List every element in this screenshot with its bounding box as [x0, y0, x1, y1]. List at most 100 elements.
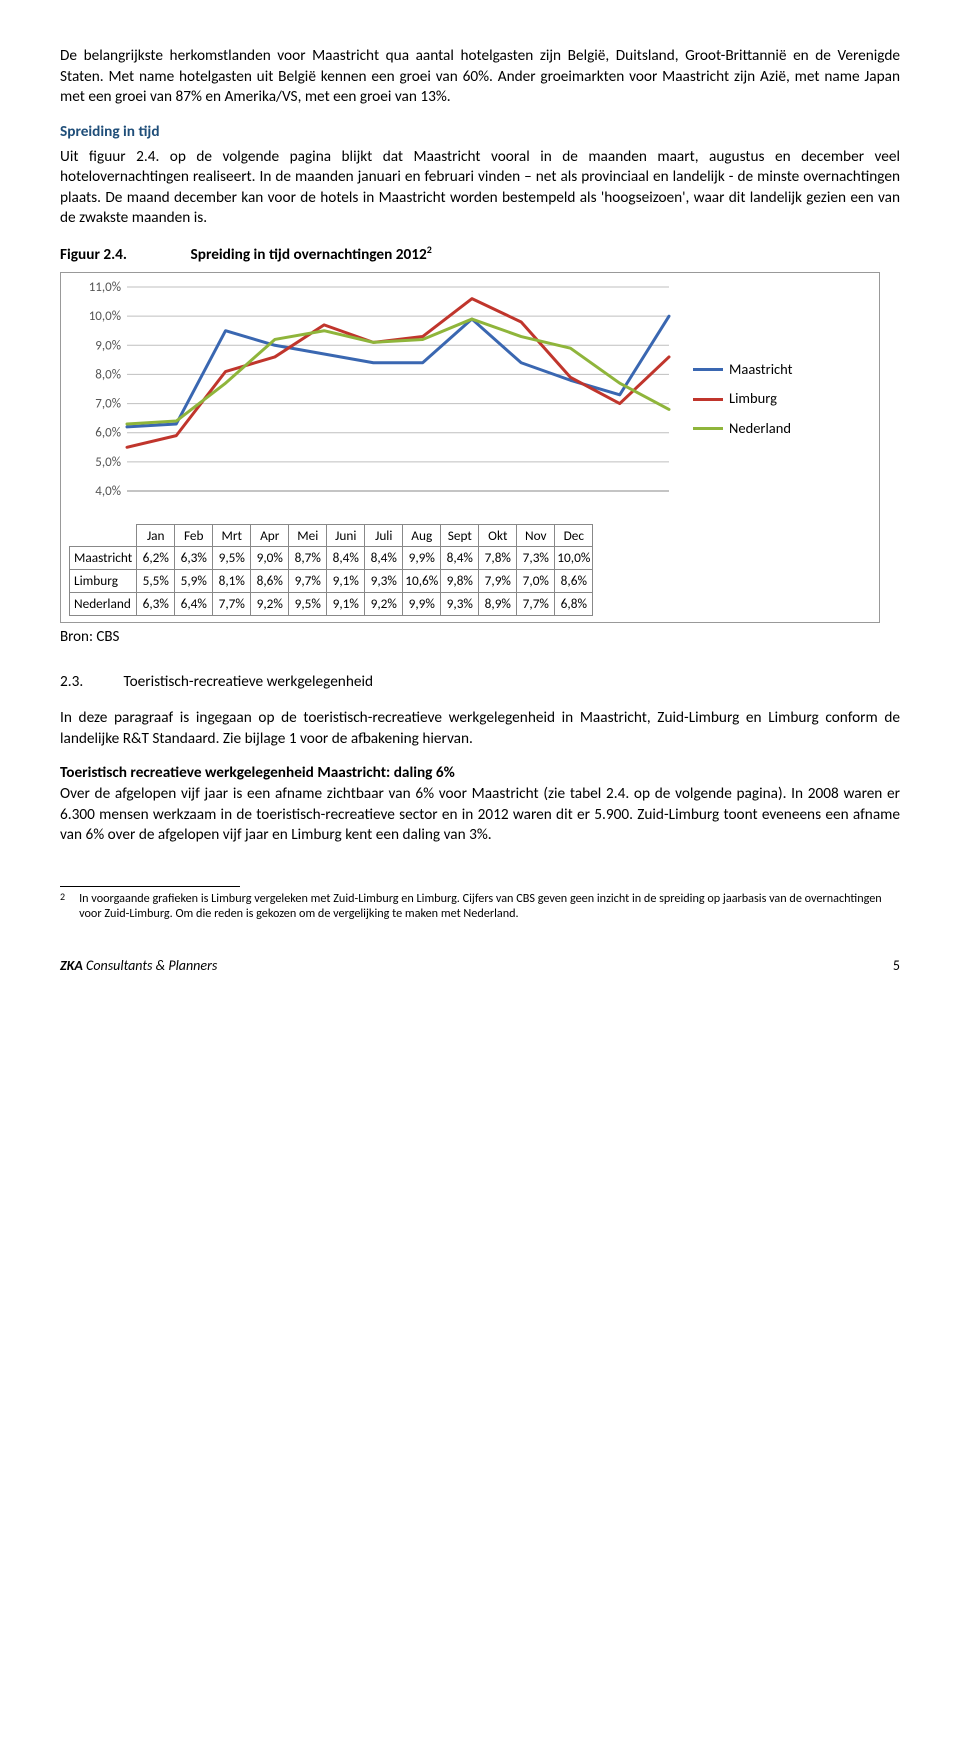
page-footer: ZKA Consultants & Planners 5	[60, 957, 900, 976]
table-header-cell: Feb	[175, 524, 213, 547]
table-cell: 7,7%	[517, 593, 555, 616]
table-cell: 8,6%	[251, 570, 289, 593]
table-cell: 8,4%	[365, 547, 403, 570]
legend-swatch	[693, 427, 723, 430]
table-cell: 7,8%	[479, 547, 517, 570]
footer-brand-rest: Consultants & Planners	[83, 957, 217, 974]
table-header-row: JanFebMrtAprMeiJuniJuliAugSeptOktNovDec	[70, 524, 593, 547]
table-cell: 9,8%	[441, 570, 479, 593]
table-cell: 7,9%	[479, 570, 517, 593]
table-cell: 7,7%	[213, 593, 251, 616]
table-header-cell: Jan	[137, 524, 175, 547]
table-cell: 9,3%	[365, 570, 403, 593]
table-header-cell: Okt	[479, 524, 517, 547]
table-cell: 9,9%	[403, 547, 441, 570]
table-row-label: Maastricht	[70, 547, 137, 570]
figure-source: Bron: CBS	[60, 627, 900, 647]
footnote: 2 In voorgaande grafieken is Limburg ver…	[60, 891, 900, 922]
footer-left: ZKA Consultants & Planners	[60, 957, 217, 976]
svg-text:6,0%: 6,0%	[95, 426, 121, 441]
legend-item: Maastricht	[693, 360, 793, 380]
table-cell: 10,6%	[403, 570, 441, 593]
table-row: Maastricht6,2%6,3%9,5%9,0%8,7%8,4%8,4%9,…	[70, 547, 593, 570]
footnote-number: 2	[60, 891, 65, 922]
svg-text:8,0%: 8,0%	[95, 367, 121, 382]
table-cell: 8,6%	[555, 570, 593, 593]
table-cell: 9,9%	[403, 593, 441, 616]
table-cell: 6,2%	[137, 547, 175, 570]
line-chart: 4,0% 5,0% 6,0% 7,0% 8,0% 9,0% 10,0% 11,0%	[69, 281, 679, 518]
table-cell: 8,4%	[327, 547, 365, 570]
table-cell: 6,4%	[175, 593, 213, 616]
footer-page-number: 5	[893, 957, 900, 976]
table-cell: 5,9%	[175, 570, 213, 593]
table-header-cell: Juni	[327, 524, 365, 547]
table-header-cell: Juli	[365, 524, 403, 547]
table-header-cell: Dec	[555, 524, 593, 547]
section-2-3-heading: 2.3. Toeristisch-recreatieve werkgelegen…	[60, 672, 900, 693]
footnote-text: In voorgaande grafieken is Limburg verge…	[79, 891, 900, 922]
table-cell: 9,0%	[251, 547, 289, 570]
table-row-label: Limburg	[70, 570, 137, 593]
svg-text:4,0%: 4,0%	[95, 484, 121, 499]
svg-text:7,0%: 7,0%	[95, 396, 121, 411]
table-cell: 9,2%	[251, 593, 289, 616]
chart-svg: 4,0% 5,0% 6,0% 7,0% 8,0% 9,0% 10,0% 11,0%	[69, 281, 679, 511]
figure-number: Figuur 2.4.	[60, 245, 127, 264]
table-cell: 8,7%	[289, 547, 327, 570]
table-cell: 9,3%	[441, 593, 479, 616]
svg-text:10,0%: 10,0%	[89, 309, 121, 324]
figure-title: Spreiding in tijd overnachtingen 2012	[191, 245, 427, 264]
legend-label: Limburg	[729, 389, 777, 409]
table-header-cell: Mrt	[213, 524, 251, 547]
table-cell: 7,0%	[517, 570, 555, 593]
legend-swatch	[693, 368, 723, 371]
table-cell: 8,1%	[213, 570, 251, 593]
table-header-cell: Nov	[517, 524, 555, 547]
table-header-cell: Sept	[441, 524, 479, 547]
table-row-label: Nederland	[70, 593, 137, 616]
svg-text:9,0%: 9,0%	[95, 338, 121, 353]
legend-item: Nederland	[693, 419, 793, 439]
table-cell: 7,3%	[517, 547, 555, 570]
legend-label: Maastricht	[729, 360, 793, 380]
section-2-3-p1: In deze paragraaf is ingegaan op de toer…	[60, 708, 900, 749]
section-2-3-subheading: Toeristisch recreatieve werkgelegenheid …	[60, 763, 900, 784]
footnote-rule	[60, 886, 240, 887]
section-2-3-title: Toeristisch-recreatieve werkgelegenheid	[123, 672, 373, 691]
table-cell: 6,3%	[137, 593, 175, 616]
section-heading-spreiding: Spreiding in tijd	[60, 122, 900, 143]
chart-legend: Maastricht Limburg Nederland	[693, 350, 793, 449]
legend-label: Nederland	[729, 419, 791, 439]
table-cell: 9,1%	[327, 570, 365, 593]
figure-title-sup: 2	[427, 243, 432, 256]
section-2-3-number: 2.3.	[60, 672, 120, 693]
table-cell: 9,7%	[289, 570, 327, 593]
chart-data-table: JanFebMrtAprMeiJuniJuliAugSeptOktNovDecM…	[69, 524, 593, 617]
intro-paragraph-2: Uit figuur 2.4. op de volgende pagina bl…	[60, 147, 900, 230]
table-cell: 9,1%	[327, 593, 365, 616]
table-cell: 6,8%	[555, 593, 593, 616]
table-header-cell: Mei	[289, 524, 327, 547]
table-cell: 9,2%	[365, 593, 403, 616]
legend-item: Limburg	[693, 389, 793, 409]
table-row: Limburg5,5%5,9%8,1%8,6%9,7%9,1%9,3%10,6%…	[70, 570, 593, 593]
table-header-cell: Aug	[403, 524, 441, 547]
table-cell: 6,3%	[175, 547, 213, 570]
table-header-cell: Apr	[251, 524, 289, 547]
table-cell: 9,5%	[289, 593, 327, 616]
table-cell: 8,9%	[479, 593, 517, 616]
table-cell: 9,5%	[213, 547, 251, 570]
chart-container: 4,0% 5,0% 6,0% 7,0% 8,0% 9,0% 10,0% 11,0% Maast…	[60, 272, 880, 623]
svg-text:5,0%: 5,0%	[95, 455, 121, 470]
table-row: Nederland6,3%6,4%7,7%9,2%9,5%9,1%9,2%9,9…	[70, 593, 593, 616]
footer-brand-bold: ZKA	[60, 957, 83, 974]
intro-paragraph-1: De belangrijkste herkomstlanden voor Maa…	[60, 46, 900, 108]
svg-text:11,0%: 11,0%	[89, 281, 121, 295]
legend-swatch	[693, 398, 723, 401]
section-2-3-p2: Over de afgelopen vijf jaar is een afnam…	[60, 784, 900, 846]
figure-label-line: Figuur 2.4. Spreiding in tijd overnachti…	[60, 243, 900, 266]
table-cell: 10,0%	[555, 547, 593, 570]
table-cell: 8,4%	[441, 547, 479, 570]
table-cell: 5,5%	[137, 570, 175, 593]
